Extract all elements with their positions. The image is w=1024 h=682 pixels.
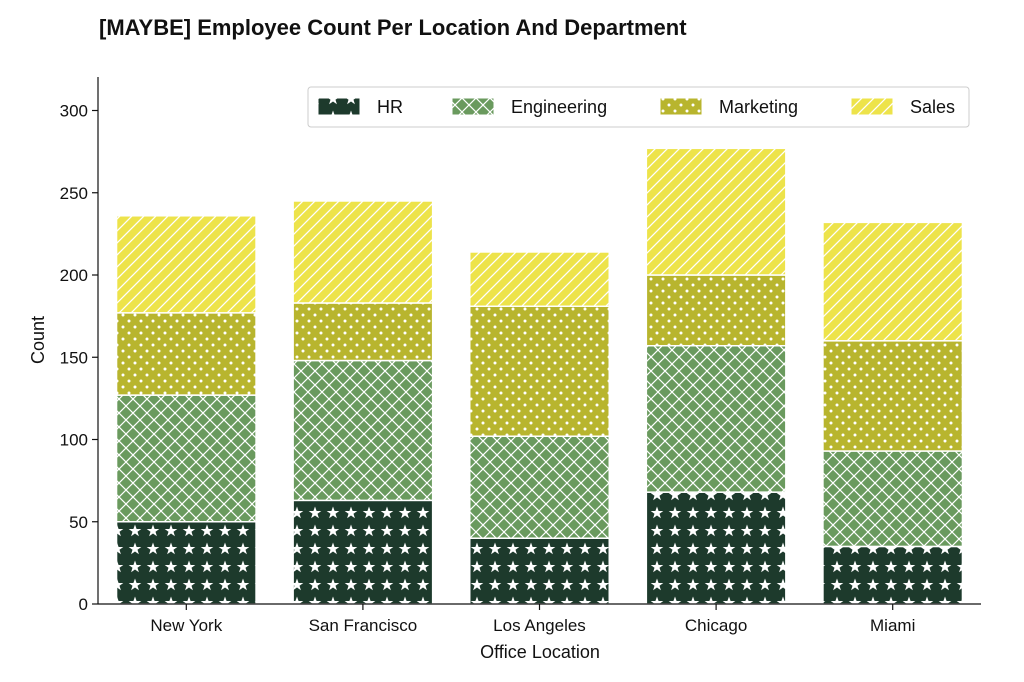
legend-label-marketing: Marketing: [719, 97, 798, 117]
legend: HR Engineering Marketing Sales: [307, 86, 970, 128]
x-tick-label-new-york: New York: [150, 616, 222, 635]
bar-los-angeles-marketing: [468, 305, 610, 437]
bars-layer: [115, 147, 964, 605]
legend-label-engineering: Engineering: [511, 97, 607, 117]
bar-san-francisco-engineering: [292, 359, 434, 502]
legend-swatch-marketing: [659, 97, 703, 116]
bar-san-francisco-marketing: [292, 302, 434, 362]
bar-new-york-engineering: [115, 394, 257, 523]
legend-swatch-engineering: [451, 97, 495, 116]
x-tick-label-miami: Miami: [870, 616, 915, 635]
bar-miami-engineering: [822, 450, 964, 548]
bar-san-francisco-hr: [292, 499, 434, 605]
y-tick-label: 250: [60, 184, 88, 203]
bar-los-angeles-hr: [468, 537, 610, 605]
x-tick-label-san-francisco: San Francisco: [309, 616, 418, 635]
bar-san-francisco-sales: [292, 200, 434, 304]
x-tick-label-chicago: Chicago: [685, 616, 747, 635]
y-ticks: 0 50 100 150 200 250 300: [60, 102, 98, 614]
y-tick-label: 0: [79, 595, 88, 614]
bar-chicago-engineering: [645, 344, 787, 493]
bar-los-angeles-engineering: [468, 435, 610, 539]
legend-frame: [307, 86, 970, 128]
bar-los-angeles-sales: [468, 251, 610, 308]
legend-swatch-hr: [317, 97, 361, 116]
bar-miami-hr: [822, 545, 964, 605]
legend-label-hr: HR: [377, 97, 403, 117]
x-tick-label-los-angeles: Los Angeles: [493, 616, 586, 635]
bar-new-york-hr: [115, 521, 257, 605]
bar-new-york-marketing: [115, 312, 257, 396]
bar-chicago-hr: [645, 491, 787, 605]
y-tick-label: 300: [60, 102, 88, 121]
bar-chicago-sales: [645, 147, 787, 276]
legend-swatch-sales: [850, 97, 894, 116]
chart-title: [MAYBE] Employee Count Per Location And …: [99, 15, 687, 40]
bar-new-york-sales: [115, 215, 257, 314]
y-tick-label: 150: [60, 348, 88, 367]
bar-chicago-marketing: [645, 274, 787, 347]
y-tick-label: 100: [60, 431, 88, 450]
x-ticks: New York San Francisco Los Angeles Chicago M…: [150, 604, 915, 635]
y-axis-label: Count: [28, 316, 48, 364]
y-tick-label: 50: [69, 513, 88, 532]
legend-label-sales: Sales: [910, 97, 955, 117]
y-tick-label: 200: [60, 266, 88, 285]
bar-miami-marketing: [822, 340, 964, 452]
x-axis-label: Office Location: [480, 642, 600, 662]
bar-miami-sales: [822, 221, 964, 342]
